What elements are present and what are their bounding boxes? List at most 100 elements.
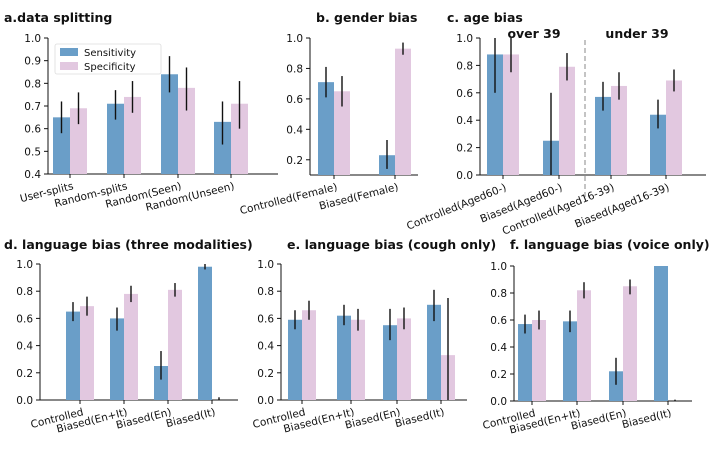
legend-label-sensitivity: Sensitivity [84,48,136,59]
sensitivity-bar [154,366,168,400]
panel-f: f. language bias (voice only) 0.0 0.2 0.4 0.… [481,237,709,436]
y-tick-label: 0.4 [24,169,41,181]
specificity-bar [397,318,411,400]
panel-title: a.data splitting [4,10,112,25]
specificity-bar [577,290,591,401]
sensitivity-bar [337,315,351,400]
panel-title: c. age bias [447,10,523,25]
y-tick-label: 0.0 [257,395,274,407]
y-tick-label: 0.4 [286,124,303,136]
specificity-bar [231,103,248,174]
sensitivity-bar [609,371,623,401]
y-tick-label: 0.8 [490,288,507,300]
y-tick-label: 0.7 [24,101,41,113]
y-tick-label: 0.6 [456,88,473,100]
legend-box [54,43,162,75]
sensitivity-bar [383,325,397,400]
y-tick-label: 1.0 [456,33,473,45]
x-tick-label: Biased(It) [621,407,673,431]
group-label-under-39: under 39 [605,26,668,41]
specificity-bar [80,306,94,400]
specificity-bar [168,289,182,400]
x-tick-label: Biased(It) [165,406,217,430]
y-tick-label: 0.4 [257,341,274,353]
sensitivity-bar [654,266,668,401]
panel-title: e. language bias (cough only) [287,237,496,252]
specificity-bar [395,48,411,175]
y-tick-label: 0.6 [24,124,41,136]
sensitivity-bar [198,266,212,400]
panel-c: c. age bias 0.0 0.2 0.4 0.6 0.8 1.0 Controlled(… [405,10,706,238]
specificity-bar [532,320,546,401]
y-tick-label: 0.2 [490,369,507,381]
y-tick-label: 0.9 [24,56,41,68]
y-tick-label: 1.0 [286,33,303,45]
sensitivity-bar [487,54,503,175]
y-tick-label: 1.0 [257,259,274,271]
panel-title: f. language bias (voice only) [510,237,710,252]
panel-e: e. language bias (cough only) 0.0 0.2 0.4 0.… [251,237,496,435]
x-tick-label: Biased(It) [394,406,446,430]
y-tick-label: 0.8 [16,286,33,298]
sensitivity-bar [107,103,124,174]
panel-d: d. language bias (three modalities) 0.0 0.… [4,237,253,435]
y-tick-label: 0.8 [456,60,473,72]
panel-a: a.data splitting0.40.50.60.70.80.91.0Use… [4,10,278,214]
specificity-bar [178,87,195,174]
x-tick-label: Controlled(Aged60-) [405,182,508,233]
panel-b: b. gender bias0.20.40.60.81.0Controlled(… [239,10,418,217]
sensitivity-bar [288,319,302,400]
sensitivity-bar [318,82,334,175]
y-tick-label: 1.0 [490,261,507,273]
y-tick-label: 1.0 [24,33,41,45]
sensitivity-bar [53,117,70,174]
specificity-bar [124,293,138,400]
specificity-bar [559,66,575,175]
panel-title: d. language bias (three modalities) [4,237,253,252]
y-tick-label: 0.2 [456,143,473,155]
y-tick-label: 0.5 [24,146,41,158]
y-tick-label: 0.8 [257,286,274,298]
specificity-bar [302,310,316,400]
legend-swatch-sensitivity [60,48,78,56]
y-tick-label: 0.8 [286,63,303,75]
specificity-bar [666,80,682,175]
sensitivity-bar [161,74,178,174]
y-tick-label: 0.6 [257,313,274,325]
legend-swatch-specificity [60,62,78,70]
y-tick-label: 0.0 [16,395,33,407]
y-tick-label: 0.4 [490,342,507,354]
y-tick-label: 0.0 [456,170,473,182]
y-tick-label: 0.2 [286,155,303,167]
specificity-bar [70,108,87,174]
group-label-over-39: over 39 [507,26,560,41]
specificity-bar [623,286,637,401]
specificity-bar [334,91,350,175]
sensitivity-bar [650,114,666,175]
y-tick-label: 0.2 [257,368,274,380]
sensitivity-bar [427,304,441,400]
specificity-bar [351,319,365,400]
sensitivity-bar [595,96,611,175]
y-tick-label: 0.6 [16,313,33,325]
sensitivity-bar [66,311,80,400]
y-tick-label: 0.6 [286,94,303,106]
specificity-bar [124,96,141,174]
y-tick-label: 0.2 [16,368,33,380]
y-tick-label: 0.0 [490,396,507,408]
x-tick-label: Biased(Aged16-39) [573,182,671,231]
sensitivity-bar [518,324,532,401]
panel-title: b. gender bias [316,10,417,25]
legend-label-specificity: Specificity [84,62,136,73]
sensitivity-bar [110,318,124,400]
specificity-bar [611,85,627,175]
y-tick-label: 1.0 [16,259,33,271]
sensitivity-bar [214,121,231,174]
sensitivity-bar [563,321,577,401]
specificity-bar [503,54,519,175]
y-tick-label: 0.8 [24,78,41,90]
y-tick-label: 0.4 [16,341,33,353]
y-tick-label: 0.4 [456,115,473,127]
y-tick-label: 0.6 [490,315,507,327]
